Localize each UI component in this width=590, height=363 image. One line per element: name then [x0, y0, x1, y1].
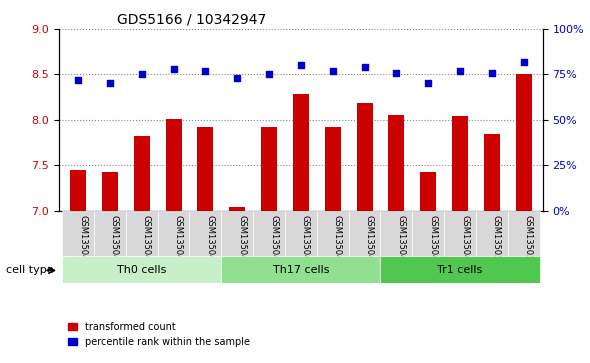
Point — [105, 81, 114, 86]
Point — [232, 75, 242, 81]
Point — [424, 81, 433, 86]
Point — [169, 66, 178, 72]
Text: GSM1350493: GSM1350493 — [269, 215, 278, 271]
Point — [296, 62, 306, 68]
FancyBboxPatch shape — [349, 211, 381, 256]
Point — [392, 70, 401, 76]
Bar — [230, 207, 245, 363]
Text: GDS5166 / 10342947: GDS5166 / 10342947 — [117, 12, 266, 26]
Text: GSM1350488: GSM1350488 — [110, 215, 119, 271]
Text: GSM1350498: GSM1350498 — [428, 215, 437, 271]
Text: GSM1350496: GSM1350496 — [365, 215, 373, 271]
Bar — [70, 170, 86, 363]
FancyBboxPatch shape — [189, 211, 221, 256]
Text: GSM1350501: GSM1350501 — [524, 215, 533, 271]
Bar — [324, 127, 340, 363]
FancyBboxPatch shape — [381, 211, 412, 256]
Text: GSM1350494: GSM1350494 — [301, 215, 310, 271]
FancyBboxPatch shape — [62, 256, 221, 283]
Bar — [134, 136, 150, 363]
Bar — [198, 127, 214, 363]
FancyBboxPatch shape — [221, 211, 253, 256]
Bar — [356, 103, 372, 363]
Text: GSM1350492: GSM1350492 — [237, 215, 246, 271]
FancyBboxPatch shape — [444, 211, 476, 256]
Legend: transformed count, percentile rank within the sample: transformed count, percentile rank withi… — [64, 318, 254, 351]
Text: Tr1 cells: Tr1 cells — [437, 265, 483, 274]
Text: Th17 cells: Th17 cells — [273, 265, 329, 274]
Point — [455, 68, 465, 74]
FancyBboxPatch shape — [94, 211, 126, 256]
Text: cell type: cell type — [6, 265, 54, 276]
Point — [73, 77, 83, 83]
FancyBboxPatch shape — [62, 211, 94, 256]
FancyBboxPatch shape — [285, 211, 317, 256]
Text: Th0 cells: Th0 cells — [117, 265, 166, 274]
FancyBboxPatch shape — [253, 211, 285, 256]
Bar — [484, 134, 500, 363]
Bar — [166, 119, 182, 363]
Text: GSM1350489: GSM1350489 — [142, 215, 151, 271]
FancyBboxPatch shape — [221, 256, 381, 283]
FancyBboxPatch shape — [158, 211, 189, 256]
Text: GSM1350499: GSM1350499 — [460, 215, 469, 271]
Bar — [261, 127, 277, 363]
FancyBboxPatch shape — [126, 211, 158, 256]
Bar — [388, 115, 404, 363]
FancyBboxPatch shape — [476, 211, 508, 256]
Bar — [102, 172, 118, 363]
Bar — [452, 116, 468, 363]
Point — [201, 68, 210, 74]
Point — [137, 72, 146, 77]
Text: GSM1350490: GSM1350490 — [173, 215, 182, 271]
Point — [328, 68, 337, 74]
Point — [519, 59, 529, 65]
Text: GSM1350487: GSM1350487 — [78, 215, 87, 271]
Text: GSM1350497: GSM1350497 — [396, 215, 405, 271]
Bar — [516, 73, 532, 363]
Text: GSM1350495: GSM1350495 — [333, 215, 342, 271]
Text: GSM1350500: GSM1350500 — [492, 215, 501, 271]
Text: GSM1350491: GSM1350491 — [205, 215, 214, 271]
Bar — [293, 94, 309, 363]
Point — [487, 70, 497, 76]
FancyBboxPatch shape — [381, 256, 540, 283]
Bar — [420, 172, 436, 363]
Point — [360, 64, 369, 70]
FancyBboxPatch shape — [412, 211, 444, 256]
FancyBboxPatch shape — [317, 211, 349, 256]
Point — [264, 72, 274, 77]
FancyBboxPatch shape — [508, 211, 540, 256]
